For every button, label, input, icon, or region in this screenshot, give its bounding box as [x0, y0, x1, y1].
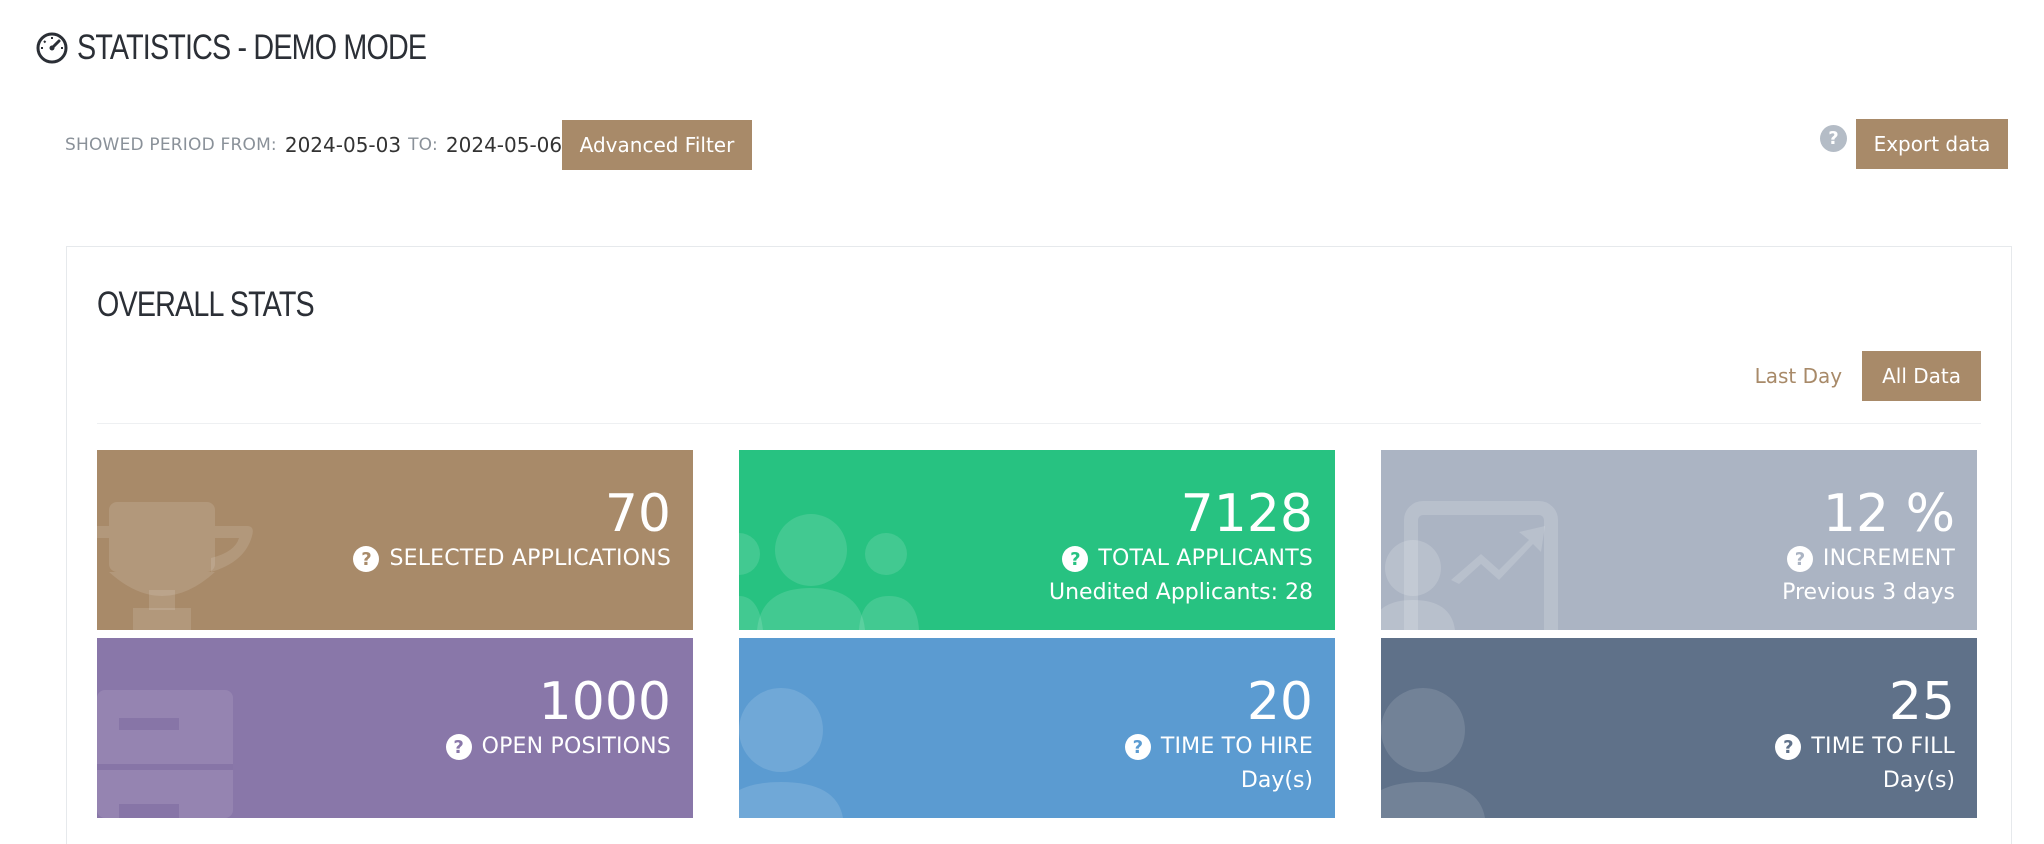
stat-tile-time-to-fill: 25 ? TIME TO FILL Day(s) — [1381, 638, 1977, 818]
toggle-all-data[interactable]: All Data — [1862, 351, 1981, 401]
period-from-label: SHOWED PERIOD FROM: — [65, 135, 277, 155]
help-icon[interactable]: ? — [353, 546, 380, 572]
period-to-value: 2024-05-06 — [445, 133, 563, 157]
stat-label: TIME TO FILL — [1811, 734, 1955, 759]
stat-label: TOTAL APPLICANTS — [1098, 546, 1313, 571]
stat-tile-increment: 12 % ? INCREMENT Previous 3 days — [1381, 450, 1977, 630]
speedometer-icon — [35, 31, 69, 65]
filing-cabinet-icon — [97, 638, 247, 818]
stat-tile-time-to-hire: 20 ? TIME TO HIRE Day(s) — [739, 638, 1335, 818]
user-icon — [739, 638, 899, 818]
panel-title: OVERALL STATS — [97, 285, 315, 324]
stat-label: SELECTED APPLICATIONS — [389, 546, 671, 571]
help-icon[interactable]: ? — [1820, 125, 1847, 152]
toggle-last-day[interactable]: Last Day — [1735, 351, 1863, 401]
stat-label: INCREMENT — [1822, 546, 1955, 571]
period-to-label: TO: — [408, 135, 438, 155]
stat-tile-selected-applications: 70 ? SELECTED APPLICATIONS — [97, 450, 693, 630]
stat-label: OPEN POSITIONS — [481, 734, 671, 759]
period-from-value: 2024-05-03 — [284, 133, 402, 157]
stat-value: 70 — [604, 484, 671, 544]
chart-growth-icon — [1381, 450, 1571, 630]
help-icon[interactable]: ? — [1124, 734, 1151, 760]
help-icon[interactable]: ? — [1062, 546, 1089, 572]
trophy-icon — [97, 450, 267, 630]
stat-tile-total-applicants: 7128 ? TOTAL APPLICANTS Unedited Applica… — [739, 450, 1335, 630]
stat-subtext: Day(s) — [1882, 768, 1955, 793]
page-title: STATISTICS - DEMO MODE — [35, 28, 503, 68]
export-data-button[interactable]: Export data — [1856, 119, 2008, 169]
overall-stats-panel: OVERALL STATS Last Day All Data — [66, 246, 2012, 844]
users-group-icon — [739, 450, 929, 630]
stat-subtext: Day(s) — [1240, 768, 1313, 793]
period-filter: SHOWED PERIOD FROM: 2024-05-03 TO: 2024-… — [65, 120, 569, 170]
stat-value: 7128 — [1180, 484, 1313, 544]
stat-tile-open-positions: 1000 ? OPEN POSITIONS — [97, 638, 693, 818]
help-icon[interactable]: ? — [1786, 546, 1813, 572]
period-toggle: Last Day All Data — [1735, 351, 1981, 401]
page-title-text: STATISTICS - DEMO MODE — [77, 28, 427, 67]
stat-subtext: Unedited Applicants: 28 — [1049, 580, 1313, 605]
stat-value: 1000 — [538, 672, 671, 732]
stat-label: TIME TO HIRE — [1160, 734, 1313, 759]
divider — [97, 423, 1981, 424]
stat-subtext: Previous 3 days — [1782, 580, 1955, 605]
help-icon[interactable]: ? — [445, 734, 472, 760]
stat-value: 12 % — [1822, 484, 1955, 544]
stat-value: 25 — [1888, 672, 1955, 732]
advanced-filter-button[interactable]: Advanced Filter — [562, 120, 752, 170]
user-icon — [1381, 638, 1541, 818]
help-icon[interactable]: ? — [1775, 734, 1802, 760]
stat-value: 20 — [1246, 672, 1313, 732]
